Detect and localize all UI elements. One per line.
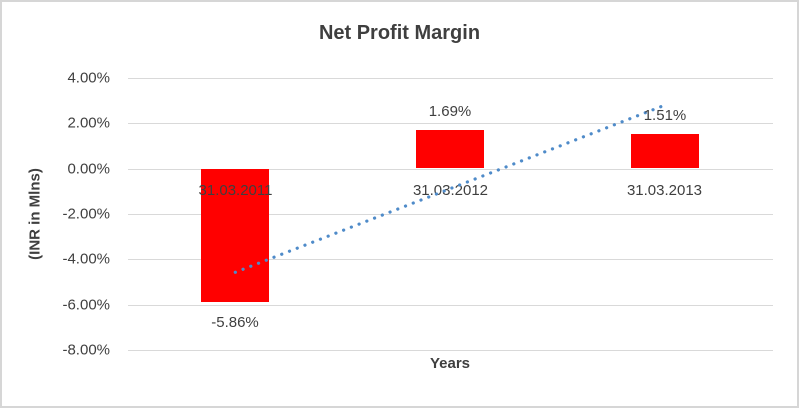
data-label: 1.69% [428, 103, 472, 120]
y-tick-label: -4.00% [62, 250, 110, 268]
y-tick-label: 0.00% [67, 160, 110, 178]
y-tick-label: -8.00% [62, 341, 110, 359]
bar [631, 134, 699, 168]
bar [416, 130, 484, 168]
y-tick-label: 4.00% [67, 69, 110, 87]
y-tick-label: -2.00% [62, 205, 110, 223]
gridline [128, 305, 773, 306]
category-label: 31.03.2013 [626, 182, 703, 199]
data-label: 1.51% [643, 107, 687, 124]
y-tick-label: -6.00% [62, 296, 110, 314]
category-label: 31.03.2012 [412, 182, 489, 199]
gridline [128, 350, 773, 351]
chart-title: Net Profit Margin [318, 22, 481, 44]
x-axis-title: Years [429, 355, 471, 372]
data-label: -5.86% [211, 314, 259, 331]
gridline [128, 78, 773, 79]
category-label: 31.03.2011 [198, 182, 273, 199]
y-tick-label: 2.00% [67, 114, 110, 132]
